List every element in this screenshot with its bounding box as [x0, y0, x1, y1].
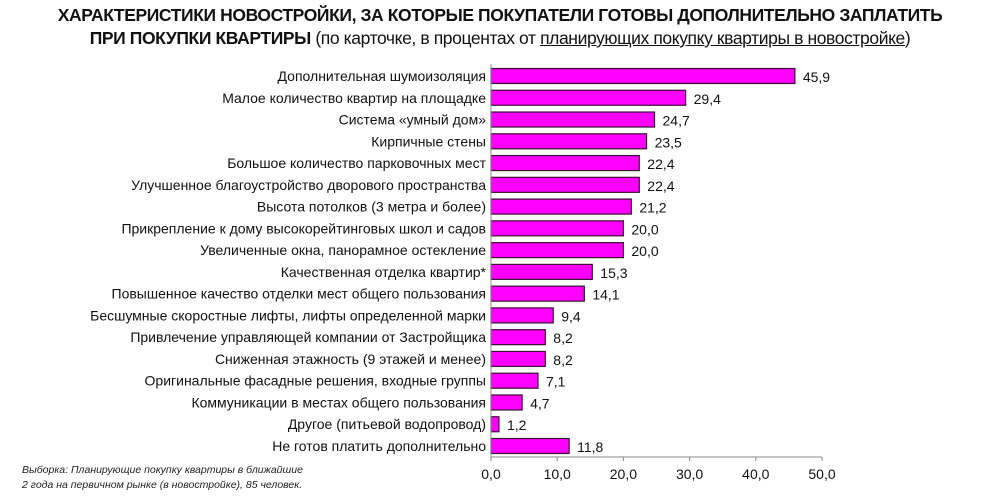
bar: [490, 242, 624, 259]
category-label: Другое (питьевой водопровод): [288, 416, 486, 432]
category-label: Не готов платить дополнительно: [272, 438, 486, 454]
footnote-line-2: 2 года на первичном рынке (в новостройке…: [22, 479, 303, 491]
bar: [490, 111, 656, 128]
bar: [490, 285, 585, 302]
value-label: 1,2: [507, 417, 527, 433]
value-label: 29,4: [694, 91, 721, 107]
value-label: 20,0: [631, 221, 658, 237]
category-label: Бесшумные скоростные лифты, лифты опреде…: [90, 307, 486, 323]
value-label: 21,2: [639, 200, 666, 216]
value-label: 45,9: [803, 69, 830, 85]
value-label: 20,0: [631, 243, 658, 259]
category-label: Качественная отделка квартир*: [281, 264, 487, 280]
bar: [490, 89, 687, 106]
category-label: Дополнительная шумоизоляция: [278, 68, 486, 84]
category-label: Система «умный дом»: [339, 112, 487, 128]
bar: [490, 198, 632, 215]
value-label: 11,8: [577, 439, 603, 455]
category-label: Увеличенные окна, панорамное остекление: [200, 242, 486, 258]
bar: [490, 263, 593, 280]
x-tick-label: 20,0: [610, 466, 637, 482]
x-tick-label: 0,0: [481, 466, 501, 482]
bar: [490, 416, 500, 433]
title-line-2: ПРИ ПОКУПКИ КВАРТИРЫ: [89, 28, 312, 48]
bar: [490, 154, 640, 172]
value-label: 8,2: [553, 330, 573, 346]
category-label: Кирпичные стены: [371, 133, 486, 149]
x-tick-label: 50,0: [808, 466, 835, 482]
value-label: 8,2: [553, 352, 573, 368]
category-label: Коммуникации в местах общего пользования: [191, 394, 486, 410]
bar: [490, 372, 539, 389]
value-label: 14,1: [592, 287, 619, 303]
value-label: 24,7: [663, 113, 690, 129]
bar: [490, 394, 523, 411]
bar: [490, 307, 554, 324]
x-tick-label: 10,0: [544, 466, 571, 482]
chart-title: ХАРАКТЕРИСТИКИ НОВОСТРОЙКИ, ЗА КОТОРЫЕ П…: [0, 4, 1000, 50]
x-tick-label: 30,0: [676, 466, 703, 482]
category-label: Прикрепление к дому высокорейтинговых шк…: [121, 220, 486, 236]
category-label: Малое количество квартир на площадке: [222, 90, 486, 106]
bar: [490, 176, 640, 193]
x-tick-label: 40,0: [742, 466, 769, 482]
category-label: Привлечение управляющей компании от Заст…: [130, 329, 486, 345]
subtitle-prefix: (по карточке, в процентах от: [315, 28, 541, 48]
footnote: Выборка: Планирующие покупку квартиры в …: [22, 463, 303, 493]
category-label: Высота потолков (3 метра и более): [257, 199, 486, 215]
category-label: Повышенное качество отделки мест общего …: [112, 286, 486, 302]
value-label: 22,4: [647, 156, 674, 172]
bar: [490, 437, 570, 455]
subtitle-underlined: планирующих покупку квартиры в новострой…: [540, 28, 905, 48]
value-label: 7,1: [546, 374, 566, 390]
category-label: Сниженная этажность (9 этажей и менее): [215, 351, 486, 367]
value-label: 4,7: [530, 395, 550, 411]
category-label: Улучшенное благоустройство дворового про…: [131, 177, 486, 193]
value-label: 9,4: [561, 308, 581, 324]
category-label: Оригинальные фасадные решения, входные г…: [145, 373, 486, 389]
value-label: 23,5: [655, 134, 682, 150]
value-label: 22,4: [647, 178, 674, 194]
footnote-line-1: Выборка: Планирующие покупку квартиры в …: [22, 464, 303, 476]
bar: [490, 220, 624, 237]
bar: [490, 329, 546, 346]
category-label: Большое количество парковочных мест: [227, 155, 486, 171]
value-label: 15,3: [600, 265, 627, 281]
bar: [490, 133, 648, 150]
subtitle-suffix: ): [904, 28, 911, 48]
bar: [490, 350, 546, 368]
title-line-1: ХАРАКТЕРИСТИКИ НОВОСТРОЙКИ, ЗА КОТОРЫЕ П…: [57, 5, 943, 25]
bar: [490, 67, 796, 85]
